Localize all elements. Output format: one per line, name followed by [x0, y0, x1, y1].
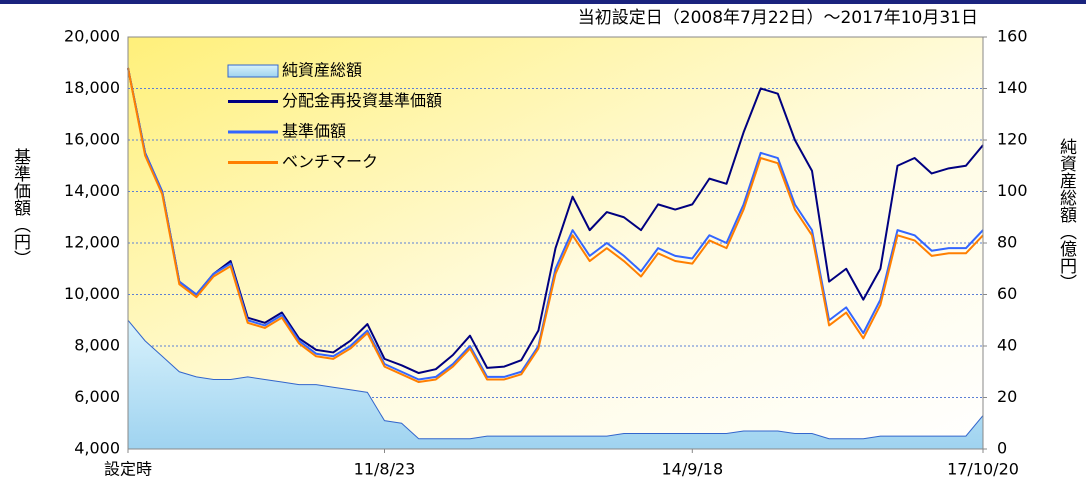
y-tick-label: 10,000 [64, 284, 120, 303]
plot-frame [127, 36, 984, 450]
x-tick-label: 11/8/23 [354, 460, 416, 479]
y2-tick-label: 140 [997, 78, 1028, 97]
y2-tick-label: 40 [997, 336, 1017, 355]
series-line [127, 67, 984, 375]
legend-label: 分配金再投資基準価額 [282, 91, 442, 110]
top-band [0, 0, 1086, 4]
y-tick-label: 14,000 [64, 181, 120, 200]
y2-axis-label: 純資産総額（億円） [1056, 138, 1076, 291]
y-tick-label: 20,000 [64, 27, 120, 46]
y-tick-label: 4,000 [74, 439, 120, 458]
y2-tick-label: 0 [997, 439, 1007, 458]
y2-tick-label: 60 [997, 284, 1017, 303]
y2-tick-label: 100 [997, 181, 1028, 200]
legend-swatch [227, 64, 279, 78]
y-tick-label: 16,000 [64, 130, 120, 149]
y2-tick-label: 120 [997, 130, 1028, 149]
y2-tick-label: 160 [997, 27, 1028, 46]
x-tick-label: 17/10/20 [947, 460, 1019, 479]
net-assets-area [127, 318, 984, 450]
y-tick-label: 8,000 [74, 336, 120, 355]
y2-tick-label: 20 [997, 387, 1017, 406]
legend-label: 基準価額 [282, 122, 346, 141]
chart-title: 当初設定日（2008年7月22日）～2017年10月31日 [578, 8, 978, 28]
legend-label: ベンチマーク [282, 152, 378, 171]
y-tick-label: 12,000 [64, 233, 120, 252]
y2-tick-label: 80 [997, 233, 1017, 252]
series-line [127, 67, 984, 384]
x-tick-label: 14/9/18 [661, 460, 723, 479]
y-tick-label: 6,000 [74, 387, 120, 406]
x-tick-label: 設定時 [104, 460, 152, 479]
y-axis-label: 基準価額（円） [10, 148, 30, 267]
y-tick-label: 18,000 [64, 78, 120, 97]
legend-label: 純資産総額 [282, 61, 362, 80]
series-line [127, 67, 984, 381]
